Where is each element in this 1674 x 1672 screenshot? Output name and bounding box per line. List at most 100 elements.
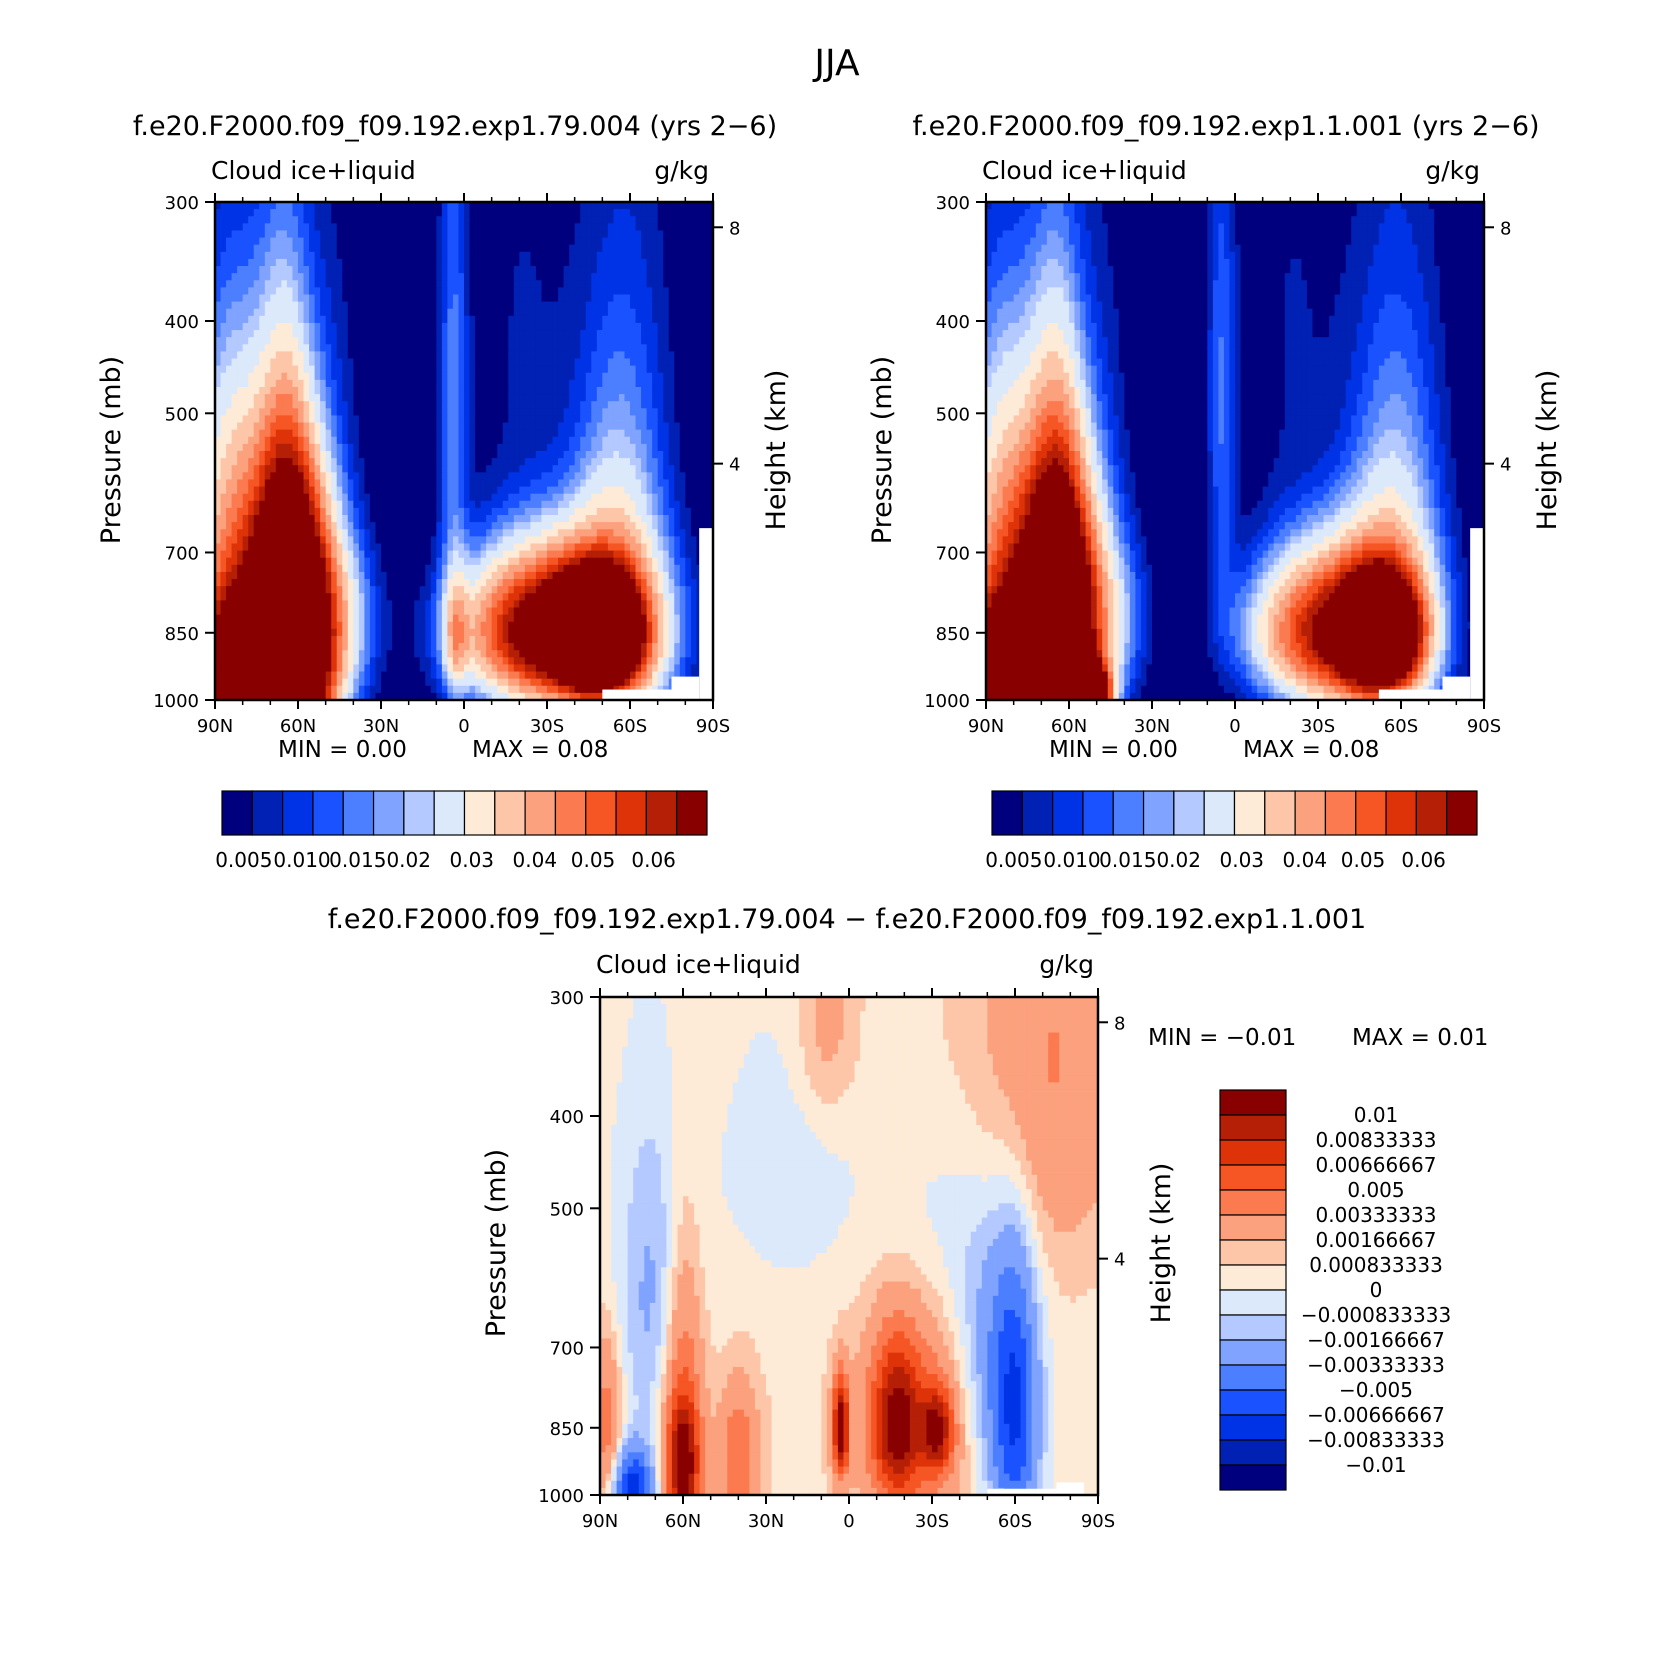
field-cell — [707, 351, 714, 360]
field-cell — [419, 401, 426, 409]
field-cell — [270, 422, 277, 431]
field-cell — [701, 386, 709, 395]
field-cell — [569, 379, 576, 388]
field-cell — [226, 422, 233, 431]
field-cell — [652, 351, 659, 360]
field-cell — [630, 372, 637, 381]
field-cell — [237, 344, 244, 352]
field-cell — [596, 351, 603, 360]
field-cell — [215, 315, 222, 324]
field-cell — [668, 479, 675, 488]
field-cell — [469, 557, 476, 566]
field-cell — [618, 550, 626, 559]
field-cell — [419, 386, 426, 395]
field-cell — [491, 230, 498, 239]
field-cell — [298, 230, 305, 239]
field-cell — [480, 436, 487, 445]
field-cell — [685, 543, 692, 552]
field-cell — [652, 258, 659, 267]
field-cell — [607, 273, 614, 281]
field-cell — [397, 266, 404, 274]
field-cell — [558, 586, 565, 594]
field-cell — [602, 564, 609, 573]
field-cell — [646, 550, 653, 559]
field-cell — [646, 386, 653, 395]
field-cell — [325, 401, 332, 409]
field-cell — [281, 216, 288, 224]
field-cell — [591, 571, 598, 580]
field-cell — [563, 308, 570, 317]
field-cell — [547, 244, 554, 253]
field-cell — [447, 529, 454, 537]
field-cell — [464, 322, 471, 331]
field-cell — [447, 237, 454, 246]
field-cell — [347, 308, 354, 317]
field-cell — [364, 251, 371, 260]
field-cell — [547, 465, 554, 473]
field-cell — [286, 315, 294, 324]
field-cell — [458, 401, 465, 409]
field-cell — [336, 379, 343, 388]
field-cell — [414, 372, 421, 381]
field-cell — [596, 308, 603, 317]
field-cell — [464, 443, 471, 452]
field-cell — [563, 287, 570, 296]
field-cell — [347, 557, 354, 566]
field-cell — [292, 216, 299, 224]
field-cell — [281, 379, 288, 388]
field-cell — [613, 216, 620, 224]
field-cell — [275, 543, 282, 552]
field-cell — [381, 458, 388, 466]
field-cell — [679, 372, 686, 381]
field-cell — [397, 557, 404, 566]
field-cell — [430, 386, 437, 395]
field-cell — [491, 202, 498, 210]
field-cell — [369, 365, 377, 374]
field-cell — [641, 451, 648, 459]
field-cell — [220, 472, 227, 481]
field-cell — [552, 443, 559, 452]
field-cell — [585, 315, 592, 324]
field-cell — [441, 458, 448, 466]
field-cell — [314, 586, 321, 594]
field-cell — [641, 223, 648, 232]
field-cell — [430, 266, 437, 274]
field-cell — [408, 443, 415, 452]
field-cell — [469, 579, 476, 587]
field-cell — [392, 507, 399, 516]
field-cell — [663, 230, 670, 239]
field-cell — [264, 507, 271, 516]
field-cell — [685, 251, 692, 260]
field-cell — [630, 515, 637, 523]
field-cell — [220, 287, 227, 296]
field-cell — [259, 358, 266, 367]
field-cell — [541, 244, 548, 253]
field-cell — [397, 536, 404, 545]
field-cell — [535, 230, 543, 239]
field-cell — [641, 515, 648, 523]
field-cell — [364, 315, 371, 324]
field-cell — [574, 479, 581, 488]
field-cell — [685, 557, 692, 566]
field-cell — [408, 493, 415, 502]
field-cell — [679, 379, 686, 388]
field-cell — [386, 358, 393, 367]
field-cell — [652, 266, 659, 274]
field-cell — [641, 571, 648, 580]
field-cell — [646, 500, 653, 509]
field-cell — [607, 522, 614, 530]
field-cell — [696, 280, 703, 288]
field-cell — [502, 244, 509, 253]
field-cell — [530, 436, 537, 445]
field-cell — [674, 358, 681, 367]
field-cell — [364, 486, 371, 495]
field-cell — [231, 422, 238, 431]
field-cell — [630, 486, 637, 495]
field-cell — [436, 251, 443, 260]
field-cell — [408, 529, 415, 537]
field-cell — [530, 458, 537, 466]
field-cell — [541, 386, 548, 395]
field-cell — [508, 500, 515, 509]
field-cell — [231, 244, 238, 253]
field-cell — [436, 237, 443, 246]
